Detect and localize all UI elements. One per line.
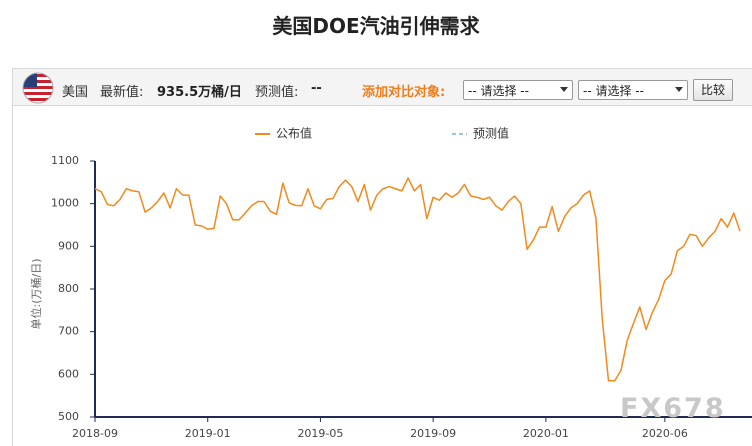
compare-select[interactable]: -- 请选择 --	[463, 80, 573, 100]
compare-label: 添加对比对象:	[362, 85, 446, 100]
y-tick-label: 1000	[51, 197, 79, 210]
x-tick-label: 2018-09	[72, 427, 118, 440]
compare-select[interactable]: -- 请选择 --	[578, 80, 688, 100]
y-tick-label: 1100	[51, 154, 79, 167]
chart-panel	[12, 106, 752, 446]
y-tick-label: 600	[58, 367, 79, 380]
chart-title: 美国DOE汽油引伸需求	[272, 14, 480, 38]
flag-icon	[22, 72, 54, 104]
forecast-label: 预测值:	[255, 85, 299, 100]
y-tick-label: 700	[58, 325, 79, 338]
data-line	[94, 177, 741, 382]
legend-label: 公布值	[276, 126, 312, 141]
forecast-value: --	[311, 81, 322, 96]
y-tick-label: 800	[58, 282, 79, 295]
legend-label: 预测值	[473, 126, 509, 141]
x-tick-label: 2020-01	[523, 427, 569, 440]
y-tick-label: 900	[58, 239, 79, 252]
y-axis-label: 单位:(万桶/日)	[29, 259, 43, 330]
watermark: FX678	[620, 393, 726, 424]
country: 美国	[62, 85, 89, 100]
x-tick-label: 2019-05	[297, 427, 343, 440]
y-tick-label: 500	[58, 410, 79, 423]
x-tick-label: 2019-01	[185, 427, 231, 440]
latest-label: 最新值:	[100, 85, 144, 100]
x-tick-label: 2020-06	[642, 427, 688, 440]
x-tick-label: 2019-09	[410, 427, 456, 440]
latest-value: 935.5万桶/日	[157, 85, 242, 100]
compare-button[interactable]: 比较	[693, 79, 733, 101]
